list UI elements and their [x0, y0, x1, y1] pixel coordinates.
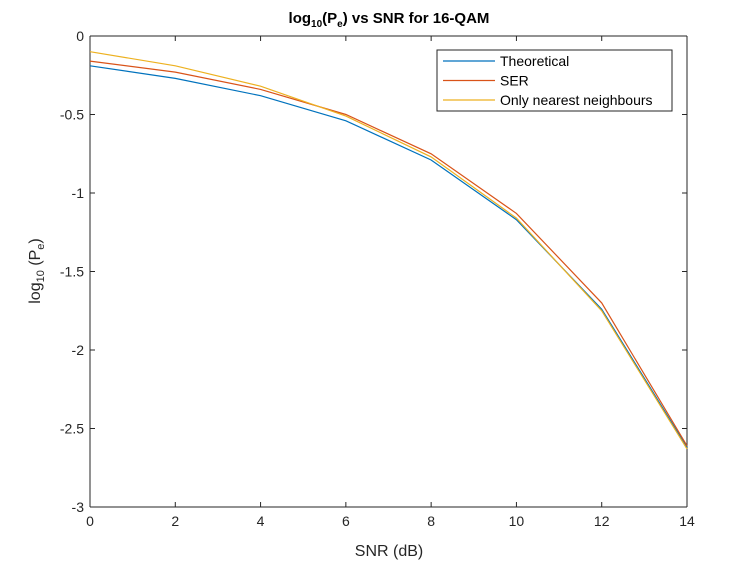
legend-label-theoretical: Theoretical [500, 53, 569, 69]
legend-label-only-nearest-neighbours: Only nearest neighbours [500, 92, 653, 108]
x-tick-label: 12 [594, 513, 610, 529]
x-axis-label: SNR (dB) [355, 543, 423, 560]
title-subscript-10: 10 [311, 19, 323, 30]
plot-area: 0 2 4 6 8 10 12 14 0 -0.5 -1 -1.5 -2 -2.5 -3 [60, 28, 695, 529]
x-tick-label: 0 [86, 513, 94, 529]
y-tick-label: -3 [72, 499, 85, 515]
ylabel-subscript-10: 10 [35, 270, 47, 282]
chart-title: log10(Pe) vs SNR for 16-QAM [289, 10, 490, 30]
x-tick-label: 6 [342, 513, 350, 529]
y-tick-label: -2 [72, 342, 85, 358]
title-subscript-e: e [337, 19, 343, 30]
y-tick-label: -0.5 [60, 107, 84, 123]
series-line-theoretical [89, 65, 688, 448]
x-tick-label: 14 [679, 513, 695, 529]
y-tick-label: -1.5 [60, 264, 84, 280]
x-tick-label: 10 [509, 513, 525, 529]
x-tick-label: 4 [257, 513, 265, 529]
legend: Theoretical SER Only nearest neighbours [436, 49, 673, 112]
ylabel-subscript-e: e [35, 244, 47, 250]
series-line-only-nearest-neighbours [89, 51, 688, 450]
legend-label-ser: SER [500, 73, 529, 89]
x-tick-label: 2 [171, 513, 179, 529]
y-tick-label: -2.5 [60, 421, 84, 437]
y-axis-label: log10 (Pe) [27, 238, 47, 304]
y-tick-label: -1 [72, 185, 85, 201]
x-tick-label: 8 [427, 513, 435, 529]
y-tick-label: 0 [76, 28, 84, 44]
series-line-ser [89, 60, 688, 447]
plot-background [90, 36, 687, 507]
